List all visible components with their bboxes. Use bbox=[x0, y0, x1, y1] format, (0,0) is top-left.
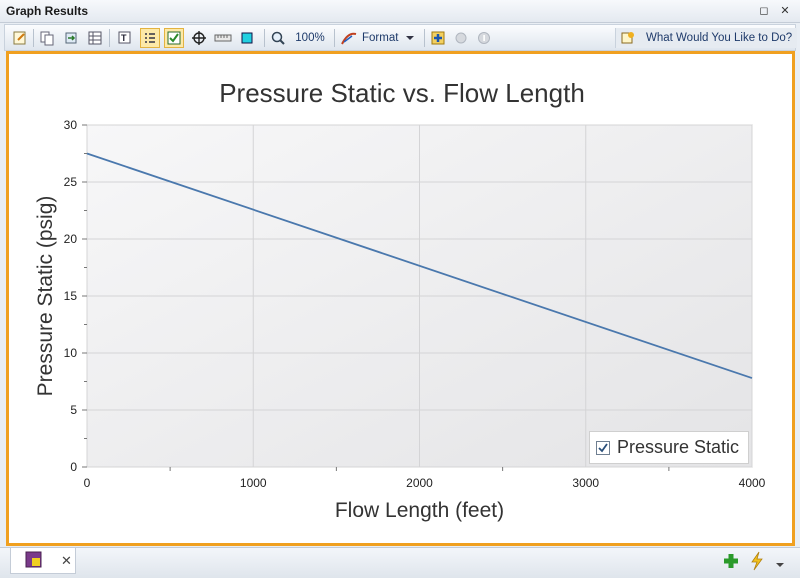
y-tick-label: 5 bbox=[70, 403, 77, 417]
x-tick-label: 0 bbox=[84, 476, 91, 490]
svg-text:T: T bbox=[121, 33, 127, 43]
crosshair-icon[interactable] bbox=[189, 28, 209, 48]
y-tick-label: 15 bbox=[64, 289, 78, 303]
graph-toolbar: T 100% Format What Would You Like to Do? bbox=[4, 24, 797, 51]
series-line-pressure-static[interactable] bbox=[86, 152, 753, 379]
zoom-icon[interactable] bbox=[268, 28, 288, 48]
edit-graph-icon[interactable] bbox=[10, 28, 30, 48]
x-tick-label: 4000 bbox=[739, 476, 766, 490]
check-icon bbox=[598, 442, 608, 452]
x-tick-label: 2000 bbox=[406, 476, 433, 490]
add-graph-icon[interactable] bbox=[722, 552, 740, 570]
format-label: Format bbox=[362, 32, 399, 44]
close-button[interactable]: ✕ bbox=[780, 5, 790, 17]
window-titlebar: Graph Results ◻ ✕ bbox=[0, 0, 800, 23]
legend-label: Pressure Static bbox=[617, 437, 740, 457]
legend-checkbox[interactable] bbox=[596, 440, 610, 455]
chevron-down-icon bbox=[406, 36, 415, 40]
text-annotation-icon[interactable]: T bbox=[115, 28, 135, 48]
y-tick-label: 0 bbox=[70, 460, 77, 474]
overflow-chevron-icon[interactable] bbox=[774, 557, 786, 567]
restore-button[interactable]: ◻ bbox=[759, 5, 769, 17]
chart-title: Pressure Static vs. Flow Length bbox=[219, 78, 585, 108]
help-wizard-icon bbox=[621, 32, 634, 44]
y-tick-label: 25 bbox=[64, 175, 78, 189]
ruler-icon[interactable] bbox=[213, 28, 233, 48]
help-link-label: What Would You Like to Do? bbox=[646, 32, 793, 44]
graph-panel: Pressure Static vs. Flow Length 0 1000 200… bbox=[6, 51, 795, 546]
tab-close-button[interactable]: ✕ bbox=[61, 553, 72, 568]
help-panel-link[interactable]: What Would You Like to Do? bbox=[615, 28, 797, 48]
export-icon[interactable] bbox=[61, 28, 81, 48]
y-tick-label: 30 bbox=[64, 118, 78, 132]
legend-toggle-icon[interactable] bbox=[140, 28, 160, 48]
chart-legend[interactable]: Pressure Static bbox=[589, 431, 749, 464]
color-box-icon[interactable] bbox=[237, 28, 257, 48]
x-tick-label: 1000 bbox=[240, 476, 267, 490]
bottom-tab-strip: ✕ bbox=[0, 547, 800, 578]
checkbox-toggle-icon[interactable] bbox=[164, 28, 184, 48]
y-axis-label: Pressure Static (psig) bbox=[34, 196, 57, 397]
x-axis-label: Flow Length (feet) bbox=[335, 499, 504, 522]
info-icon bbox=[474, 28, 494, 48]
copy-icon[interactable] bbox=[37, 28, 57, 48]
pressure-chart: Pressure Static vs. Flow Length 0 1000 200… bbox=[34, 78, 766, 522]
table-icon[interactable] bbox=[85, 28, 105, 48]
format-icon[interactable] bbox=[339, 28, 359, 48]
y-tick-label: 20 bbox=[64, 232, 78, 246]
add-series-icon[interactable] bbox=[428, 28, 448, 48]
axis-ticks: 0 1000 2000 3000 4000 0 5 10 15 20 25 30 bbox=[64, 118, 766, 490]
graph-tab-icon bbox=[25, 551, 42, 568]
window-title: Graph Results bbox=[6, 4, 89, 18]
lightning-icon[interactable] bbox=[748, 551, 766, 571]
y-tick-label: 10 bbox=[64, 346, 78, 360]
format-menu[interactable]: Format bbox=[362, 28, 422, 48]
zoom-level[interactable]: 100% bbox=[295, 32, 325, 44]
series-layer bbox=[86, 152, 753, 379]
graph-tab[interactable]: ✕ bbox=[10, 548, 76, 574]
disabled-tool-icon bbox=[451, 28, 471, 48]
x-tick-label: 3000 bbox=[572, 476, 599, 490]
